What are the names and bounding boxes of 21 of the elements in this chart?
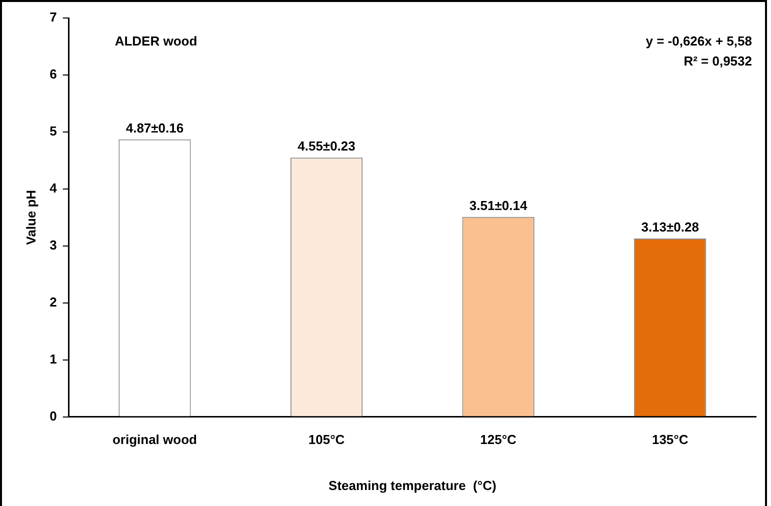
x-tick-label: 125°C (480, 432, 518, 448)
y-tick-label: 1 (50, 351, 57, 366)
annotation: y = -0,626x + 5,58 (646, 34, 752, 49)
y-tick-label: 0 (50, 408, 57, 424)
x-axis-title: Steaming temperature (°C) (328, 478, 496, 493)
data-label: 3.13±0.28 (641, 220, 699, 235)
y-tick-label: 3 (50, 237, 57, 252)
annotation: R² = 0,9532 (684, 54, 752, 69)
data-label: 4.55±0.23 (298, 138, 356, 154)
x-tick-label: 105°C (308, 432, 346, 448)
y-tick-label: 5 (50, 124, 57, 139)
annotation: ALDER wood (114, 34, 198, 49)
x-tick-label: 135°C (652, 432, 689, 448)
y-tick-label: 6 (50, 66, 57, 82)
y-tick-label: 2 (50, 294, 57, 310)
data-label: 3.51±0.14 (469, 198, 528, 213)
y-tick-label: 4 (50, 180, 58, 196)
data-label: 4.87±0.16 (126, 120, 184, 136)
x-tick-label: original wood (112, 432, 198, 448)
y-tick-label: 7 (50, 10, 57, 25)
y-axis-title: Value pH (23, 190, 38, 245)
